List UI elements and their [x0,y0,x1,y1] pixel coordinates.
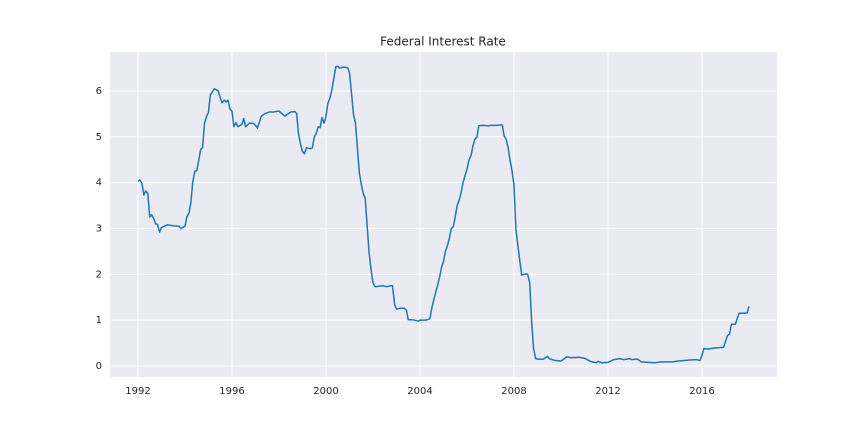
plot-area [110,52,777,377]
chart-title: Federal Interest Rate [380,35,506,49]
y-tick-label: 3 [96,223,102,234]
y-tick-label: 0 [96,361,102,372]
y-tick-label: 5 [96,132,102,143]
data-line [137,65,750,364]
y-tick-label: 2 [96,269,102,280]
y-tick-label: 6 [96,86,102,97]
x-tick-label: 2012 [595,386,620,397]
x-tick-label: 2000 [313,386,338,397]
x-tick-label: 2008 [501,386,526,397]
y-tick-label: 4 [96,178,102,189]
x-tick-label: 2016 [689,386,714,397]
x-tick-label: 1996 [219,386,244,397]
x-tick-label: 1992 [125,386,150,397]
x-tick-label: 2004 [407,386,432,397]
y-tick-label: 1 [96,315,102,326]
